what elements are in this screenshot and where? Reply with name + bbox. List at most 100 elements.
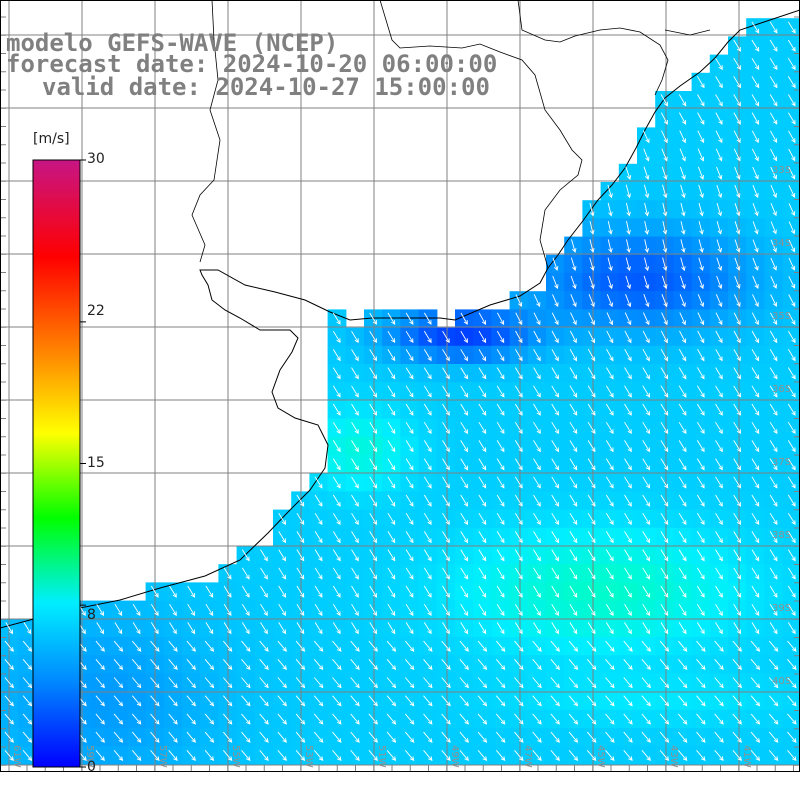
wind-arrow — [369, 512, 377, 525]
wind-arrow — [387, 312, 396, 325]
wind-arrow — [332, 731, 342, 743]
colorbar-tick-label: 8 — [87, 607, 96, 623]
wind-speed-cell — [782, 200, 800, 219]
wind-arrow — [568, 677, 579, 689]
wind-arrow — [477, 677, 488, 689]
wind-arrow — [442, 458, 450, 471]
wind-arrow — [677, 659, 688, 671]
wind-arrow — [697, 348, 705, 362]
wind-arrow — [625, 294, 632, 308]
wind-arrow — [313, 695, 324, 707]
wind-arrow — [642, 458, 650, 471]
wind-arrow — [423, 421, 432, 434]
wind-arrow — [679, 130, 686, 144]
wind-arrow — [642, 330, 650, 344]
wind-arrow — [277, 713, 287, 725]
wind-arrow — [769, 585, 778, 598]
wind-arrow — [678, 531, 687, 544]
wind-arrow — [769, 403, 778, 416]
wind-arrow — [750, 750, 761, 762]
wind-arrow — [769, 330, 778, 344]
wind-arrow — [332, 385, 341, 398]
wind-arrow — [351, 421, 359, 434]
wind-arrow — [733, 494, 741, 507]
wind-arrow — [332, 585, 341, 598]
wind-arrow — [768, 731, 779, 743]
wind-arrow — [351, 622, 359, 635]
wind-arrow — [241, 659, 251, 671]
wind-arrow — [533, 440, 541, 453]
wind-arrow — [95, 750, 105, 762]
wind-arrow — [314, 512, 323, 525]
wind-arrow — [569, 458, 578, 471]
wind-arrow — [223, 567, 232, 580]
wind-arrow — [259, 731, 269, 743]
wind-arrow — [96, 622, 104, 635]
wind-arrow — [113, 695, 124, 707]
longitude-label: 61W — [11, 745, 22, 768]
wind-arrow — [605, 659, 615, 671]
wind-arrow — [696, 603, 705, 616]
wind-arrow — [751, 57, 760, 70]
wind-arrow — [624, 622, 632, 635]
valid-date: valid date: 2024-10-27 15:00:00 — [42, 73, 490, 101]
wind-arrow — [714, 677, 724, 689]
wind-arrow — [587, 531, 596, 544]
wind-arrow — [351, 585, 359, 598]
colorbar-tick-label: 30 — [87, 151, 105, 167]
wind-speed-cell — [782, 236, 800, 256]
wind-arrow — [787, 39, 796, 52]
wind-arrow — [715, 94, 723, 107]
wind-arrow — [642, 567, 650, 580]
wind-arrow — [295, 731, 306, 743]
wind-arrow — [696, 385, 705, 398]
wind-arrow — [496, 622, 505, 635]
wind-arrow — [696, 622, 705, 635]
wind-arrow — [423, 476, 432, 489]
wind-arrow — [787, 531, 796, 544]
wind-arrow — [369, 622, 377, 635]
wind-arrow — [586, 695, 597, 707]
wind-arrow — [386, 659, 397, 671]
wind-arrow — [387, 403, 396, 416]
wind-arrow — [733, 112, 741, 125]
wind-arrow — [369, 585, 377, 598]
wind-arrow — [605, 421, 614, 434]
wind-arrow — [626, 221, 631, 235]
wind-arrow — [733, 385, 741, 398]
wind-arrow — [715, 312, 723, 326]
latitude-labels: 33S 34S 35S 36S 37S 38S 39S 40S — [772, 165, 791, 687]
wind-arrow — [642, 130, 650, 144]
longitude-labels: 61W 59W 57W 55W 53W 51W 49W 47W 45W 43W 41W — [11, 745, 752, 768]
wind-arrow — [660, 531, 669, 544]
wind-arrow — [716, 166, 723, 180]
wind-arrow — [624, 367, 632, 380]
wind-arrow — [260, 622, 268, 635]
wind-arrow — [733, 585, 741, 598]
wind-arrow — [788, 203, 796, 217]
wind-arrow — [587, 567, 596, 580]
wind-arrow — [496, 476, 505, 489]
wind-arrow — [278, 622, 286, 635]
wind-arrow — [607, 202, 613, 217]
wind-arrow — [478, 476, 487, 489]
wind-arrow — [441, 731, 451, 743]
wind-arrow — [460, 476, 468, 489]
wind-arrow — [113, 677, 124, 689]
wind-arrow — [642, 348, 650, 362]
wind-arrow — [715, 112, 723, 125]
wind-arrow — [351, 403, 359, 416]
wind-arrow — [750, 731, 761, 743]
wind-arrow — [715, 349, 723, 362]
wind-arrow — [733, 294, 741, 308]
wind-arrow — [387, 549, 396, 562]
wind-arrow — [495, 677, 506, 689]
wind-arrow — [532, 750, 542, 762]
wind-arrow — [423, 622, 432, 635]
wind-arrow — [441, 659, 451, 671]
wind-arrow — [697, 148, 705, 162]
wind-arrow — [552, 257, 559, 271]
wind-speed-cell — [782, 564, 800, 583]
wind-arrow — [569, 622, 578, 635]
wind-arrow — [351, 549, 359, 562]
